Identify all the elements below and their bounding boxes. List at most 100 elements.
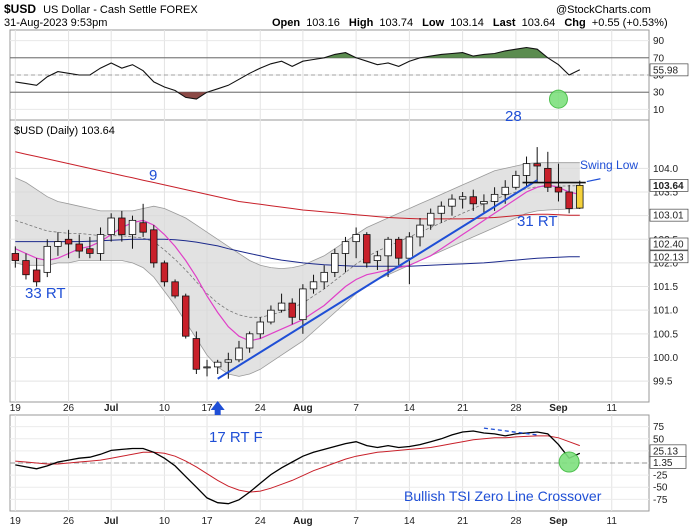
watermark: @StockCharts.com xyxy=(556,4,651,16)
open-value: 103.16 xyxy=(306,17,340,29)
price-layer xyxy=(11,147,601,415)
candle-body xyxy=(213,361,222,368)
price-y-tick-label: 100.0 xyxy=(653,353,678,364)
x-tick-label: 11 xyxy=(607,403,618,414)
x-tick-label: 19 xyxy=(10,403,22,414)
price-value-badge-label: 102.40 xyxy=(653,240,684,251)
open-label: Open xyxy=(272,17,300,29)
x-tick-label-bottom: 19 xyxy=(10,516,22,527)
x-tick-label: 21 xyxy=(457,403,469,414)
price-y-tick-label: 100.5 xyxy=(653,329,678,340)
tsi-y-tick-label: -25 xyxy=(653,471,668,482)
candle-body xyxy=(277,302,286,311)
price-legend: $USD (Daily) 103.64 xyxy=(14,125,115,137)
rsi-value-badge-label: 55.98 xyxy=(653,65,678,76)
x-tick-label-bottom: 21 xyxy=(457,516,469,527)
candle-body xyxy=(171,281,179,297)
chart-header: $USD US Dollar - Cash Settle FOREX @Stoc… xyxy=(4,2,668,29)
x-tick-label-bottom: 17 xyxy=(201,516,213,527)
candle-body xyxy=(395,238,403,259)
price-y-tick-label: 103.5 xyxy=(653,188,678,199)
annotation-31-rt: 31 RT xyxy=(517,213,558,230)
rsi-oversold-fill xyxy=(177,92,208,100)
x-tick-label: 28 xyxy=(510,403,522,414)
candle-body xyxy=(416,224,424,238)
candle-body xyxy=(448,198,456,207)
x-tick-label: 26 xyxy=(63,403,75,414)
price-y-tick-label: 101.0 xyxy=(653,306,678,317)
x-tick-label: Sep xyxy=(549,403,567,414)
high-value: 103.74 xyxy=(379,17,413,29)
price-value-badge xyxy=(649,179,689,192)
symbol: $USD xyxy=(4,2,36,16)
rsi-layer xyxy=(10,46,649,109)
date-time: 31-Aug-2023 9:53pm xyxy=(4,17,107,29)
candle-body xyxy=(75,243,83,252)
candle-body xyxy=(107,217,115,235)
bollinger-band-fill xyxy=(15,162,580,377)
candle-body xyxy=(54,241,62,247)
x-tick-label-bottom: 14 xyxy=(404,516,416,527)
tsi-value-badge-label: 1.35 xyxy=(653,458,673,469)
x-tick-label: 10 xyxy=(159,403,171,414)
x-tick-label-bottom: 28 xyxy=(510,516,522,527)
candle-body xyxy=(288,302,296,318)
last-value: 103.64 xyxy=(522,17,556,29)
low-value: 103.14 xyxy=(450,17,484,29)
candle-body xyxy=(64,238,73,245)
rsi-y-tick-label: 70 xyxy=(653,53,665,64)
high-label: High xyxy=(349,17,374,29)
ema-magenta-line xyxy=(15,184,580,342)
candle-body xyxy=(512,175,520,188)
candle-body xyxy=(480,201,488,205)
candle-body xyxy=(576,184,584,209)
candle-body xyxy=(309,281,318,290)
candle-body xyxy=(331,253,339,273)
rsi-y-tick-label: 10 xyxy=(653,105,665,116)
candle-body xyxy=(182,295,190,337)
candle-body xyxy=(469,196,477,205)
candle-body xyxy=(522,163,531,176)
price-value-badge xyxy=(649,208,689,222)
candle-body xyxy=(320,271,328,283)
axis-layer: 19 19 26 26 Jul Jul 10 10 17 17 24 24 Aug Aug 7 7 14 14 21… xyxy=(10,36,689,527)
candle-body xyxy=(22,260,30,276)
candle-body xyxy=(501,186,509,195)
x-tick-label: 24 xyxy=(255,403,267,414)
candle-body xyxy=(426,212,435,226)
candle-body xyxy=(150,229,158,264)
rsi-overbought-fill xyxy=(324,47,548,58)
price-value-badge-label: 102.13 xyxy=(653,252,684,263)
candle-body xyxy=(565,191,573,209)
tsi-layer xyxy=(10,427,649,505)
x-tick-label-bottom: 11 xyxy=(607,516,618,527)
x-tick-label-bottom: 7 xyxy=(353,516,359,527)
price-value-badge-label: 103.01 xyxy=(653,211,684,222)
x-tick-label-bottom: 24 xyxy=(255,516,267,527)
candle-body xyxy=(11,253,20,261)
rsi-y-tick-label: 30 xyxy=(653,88,665,99)
rsi-y-tick-label: 90 xyxy=(653,36,665,47)
candle-body xyxy=(352,234,360,243)
candle-body xyxy=(405,236,414,259)
chg-label: Chg xyxy=(564,17,585,29)
tsi-value-badge xyxy=(649,455,687,469)
candle-body xyxy=(139,222,147,233)
candle-body xyxy=(32,269,41,283)
x-tick-label-bottom: Aug xyxy=(293,516,312,527)
x-tick-label: Jul xyxy=(104,403,119,414)
annotation-swing-low: Swing Low xyxy=(580,158,638,172)
candle-body xyxy=(267,309,275,323)
candle-body xyxy=(299,288,307,321)
tsi-signal-line xyxy=(15,435,580,493)
annotation-nine: 9 xyxy=(149,167,157,184)
price-y-tick-label: 101.5 xyxy=(653,282,678,293)
x-tick-label: 7 xyxy=(353,403,359,414)
annotation-33-rt: 33 RT xyxy=(25,285,66,302)
chg-value: +0.55 (+0.53%) xyxy=(592,17,668,29)
candle-body xyxy=(203,366,211,369)
tsi-y-tick-label: -50 xyxy=(653,483,668,494)
price-value-badge xyxy=(649,250,689,264)
tsi-y-tick-label: 50 xyxy=(653,434,665,445)
